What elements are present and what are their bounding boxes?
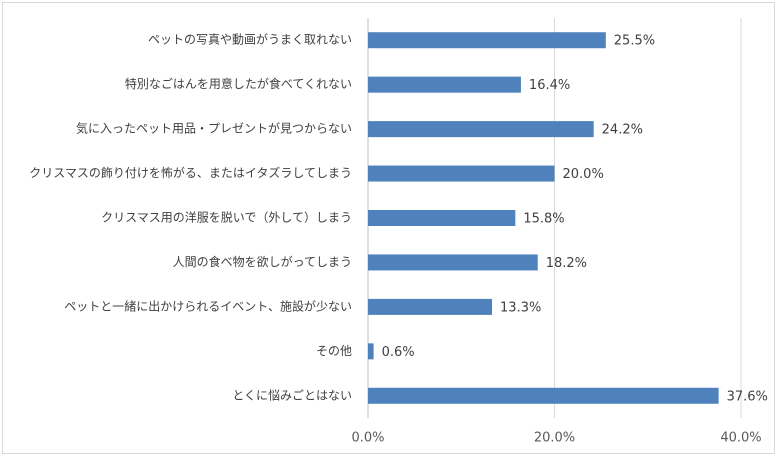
category-label: クリスマス用の洋服を脱いで（外して）しまう bbox=[101, 210, 352, 225]
bar bbox=[368, 387, 719, 404]
data-label: 15.8% bbox=[523, 212, 564, 227]
bar bbox=[368, 343, 374, 360]
category-labels: ペットの写真や動画がうまく取れない特別なごはんを用意したが食べてくれない気に入っ… bbox=[29, 32, 352, 403]
value-labels: 25.5% 16.4% 24.2% 20.0% 15.8% 18.2% 13.3% 0.6% 3… bbox=[382, 34, 768, 405]
data-label: 13.3% bbox=[500, 300, 541, 315]
x-tick-label: 0.0% bbox=[351, 431, 384, 446]
category-label: とくに悩みごとはない bbox=[232, 387, 352, 402]
x-tick-label: 20.0% bbox=[534, 431, 575, 446]
bar bbox=[368, 121, 594, 138]
data-label: 16.4% bbox=[529, 78, 570, 93]
bar bbox=[368, 76, 521, 93]
category-label: ペットの写真や動画がうまく取れない bbox=[148, 32, 352, 47]
category-label: その他 bbox=[316, 344, 352, 358]
bar bbox=[368, 32, 606, 49]
x-tick-labels: 0.0% 20.0% 40.0% bbox=[351, 431, 761, 446]
bars bbox=[368, 32, 719, 404]
x-tick-label: 40.0% bbox=[720, 431, 761, 446]
data-label: 37.6% bbox=[727, 389, 768, 404]
data-label: 18.2% bbox=[546, 256, 587, 271]
category-label: 特別なごはんを用意したが食べてくれない bbox=[125, 76, 352, 91]
category-label: ペットと一緒に出かけられるイベント、施設が少ない bbox=[64, 298, 352, 313]
bar bbox=[368, 165, 555, 182]
data-label: 0.6% bbox=[382, 345, 415, 360]
bar bbox=[368, 298, 493, 315]
category-label: 人間の食べ物を欲しがってしまう bbox=[173, 254, 352, 269]
data-label: 20.0% bbox=[563, 167, 604, 182]
bar bbox=[368, 254, 538, 271]
bar bbox=[368, 210, 516, 226]
data-label: 24.2% bbox=[602, 123, 643, 138]
category-label: クリスマスの飾り付けを怖がる、またはイタズラしてしまう bbox=[29, 165, 352, 180]
category-label: 気に入ったペット用品・プレゼントが見つからない bbox=[76, 121, 352, 136]
data-label: 25.5% bbox=[614, 34, 655, 49]
